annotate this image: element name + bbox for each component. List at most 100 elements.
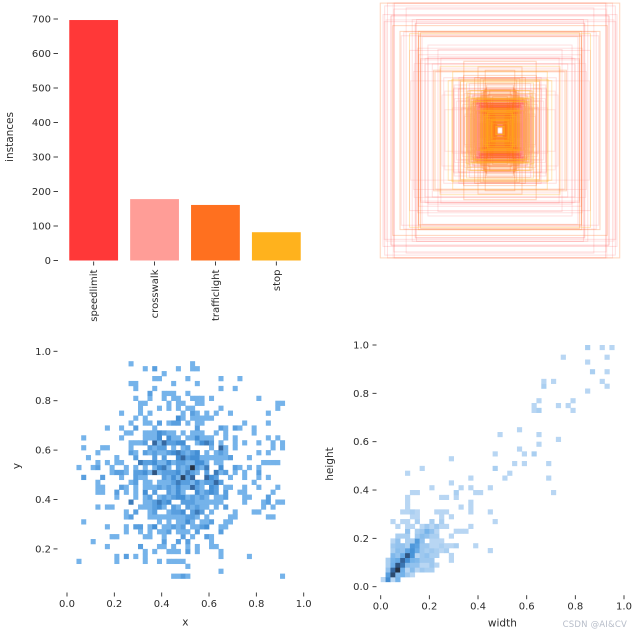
- hist-cell: [390, 572, 396, 578]
- hist-cell: [175, 415, 181, 421]
- hist-cell: [551, 378, 557, 384]
- hist-cell: [147, 390, 153, 397]
- y-axis-label: y: [11, 463, 23, 469]
- hist-cell: [209, 509, 215, 515]
- bounding-box: [485, 113, 515, 148]
- bounding-box: [491, 118, 509, 143]
- bounding-box: [420, 59, 580, 202]
- bounding-box: [484, 69, 516, 192]
- bounding-box: [492, 119, 508, 142]
- bounding-box: [487, 116, 513, 145]
- bounding-box: [488, 121, 512, 140]
- bounding-box: [492, 122, 508, 139]
- hist-cell: [185, 450, 191, 456]
- bounding-box: [487, 121, 513, 140]
- bounding-box: [483, 115, 517, 146]
- hist-cell: [439, 543, 445, 549]
- hist-cell: [180, 479, 186, 485]
- hist-cell: [280, 573, 286, 579]
- hist-cell: [175, 464, 181, 471]
- bounding-box: [494, 124, 506, 137]
- bounding-box: [486, 110, 514, 151]
- bounding-box: [493, 121, 507, 140]
- bounding-box: [481, 116, 519, 145]
- bounding-box: [491, 121, 509, 140]
- bounding-box: [491, 120, 509, 141]
- hist-cell: [390, 548, 396, 554]
- bounding-box: [415, 22, 585, 239]
- hist-cell: [395, 557, 401, 563]
- bounding-box: [490, 119, 510, 142]
- bounding-box: [417, 30, 583, 231]
- hist-cell: [190, 459, 196, 466]
- bounding-box: [488, 116, 512, 145]
- bounding-box: [486, 114, 514, 147]
- bounding-box: [490, 109, 510, 152]
- bounding-box: [478, 103, 522, 158]
- bounding-box: [489, 117, 511, 144]
- hist-cell: [492, 519, 498, 525]
- bounding-box: [486, 99, 514, 162]
- bounding-box: [485, 112, 515, 149]
- hist-cell: [171, 459, 177, 466]
- bar-crosswalk: [130, 199, 179, 261]
- hist-cell: [218, 479, 224, 485]
- bounding-box: [483, 107, 517, 154]
- bounding-box: [493, 122, 507, 139]
- hist-cell: [385, 567, 391, 573]
- bounding-box: [480, 105, 520, 156]
- bounding-box: [485, 116, 515, 145]
- hist-cell: [171, 440, 177, 446]
- hist-cell: [185, 464, 191, 471]
- hist-cell: [507, 470, 513, 476]
- hist-cell: [190, 514, 196, 520]
- hist-cell: [204, 494, 210, 500]
- hist-cell: [166, 509, 172, 515]
- hist-cell: [251, 425, 257, 431]
- hist-cell: [270, 489, 276, 495]
- bounding-box: [466, 109, 534, 152]
- bounding-box: [480, 106, 520, 155]
- hist-cell: [434, 562, 440, 568]
- hist-cell: [166, 514, 172, 520]
- hist-cell: [280, 499, 286, 505]
- bounding-box: [478, 105, 522, 156]
- hist-cell: [147, 430, 153, 436]
- hist-cell: [512, 461, 518, 467]
- hist-cell: [199, 504, 205, 510]
- hist-cell: [194, 524, 200, 530]
- bounding-box: [474, 112, 526, 149]
- hist-cell: [414, 557, 420, 563]
- bounding-box: [487, 116, 513, 145]
- hist-cell: [468, 504, 474, 510]
- bounding-box: [487, 116, 513, 145]
- bounding-box: [494, 123, 506, 138]
- hist-cell: [400, 519, 406, 525]
- bounding-box: [451, 107, 549, 154]
- hist-cell: [128, 479, 134, 485]
- hist-cell: [390, 562, 396, 568]
- bounding-box: [489, 118, 511, 143]
- hist-cell: [81, 445, 87, 451]
- bounding-box: [491, 127, 509, 134]
- bounding-box: [485, 113, 515, 148]
- bounding-box: [477, 121, 523, 140]
- hist-cell: [419, 567, 425, 573]
- x-tick-label: 1.0: [616, 602, 632, 613]
- bounding-box: [418, 54, 582, 207]
- hist-cell: [424, 562, 430, 568]
- bounding-box: [493, 121, 507, 140]
- bounding-box: [484, 121, 516, 140]
- bounding-box: [487, 115, 513, 146]
- hist-cell: [223, 484, 229, 490]
- hist-cell: [395, 577, 401, 583]
- hist-cell: [166, 474, 172, 481]
- hist-cell: [424, 552, 430, 558]
- hist-cell: [405, 548, 411, 554]
- bounding-box: [485, 110, 515, 151]
- hist-cell: [194, 494, 200, 500]
- hist-cell: [275, 459, 281, 466]
- wh-size-histogram: 0.0 0.2 0.4 0.6 0.8 1.00.00.20.40.60.81.0widt…: [324, 341, 632, 630]
- bounding-box: [483, 110, 517, 151]
- hist-cell: [275, 400, 281, 406]
